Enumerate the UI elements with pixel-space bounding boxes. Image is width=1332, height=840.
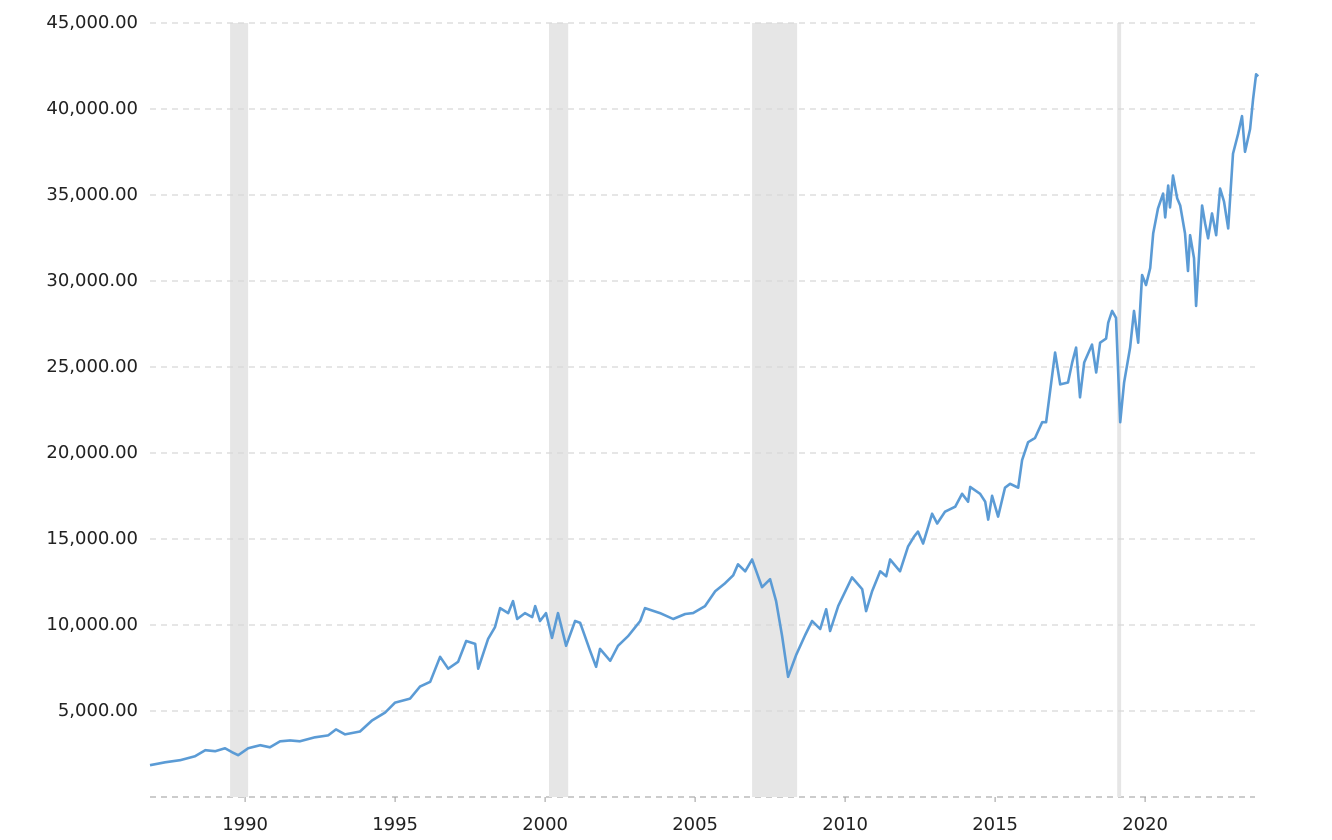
y-tick-label: 5,000.00 bbox=[58, 700, 138, 721]
x-tick-label: 2005 bbox=[672, 814, 718, 835]
y-tick-label: 25,000.00 bbox=[46, 356, 138, 377]
y-tick-label: 45,000.00 bbox=[46, 12, 138, 33]
x-tick-label: 1990 bbox=[222, 814, 268, 835]
shaded-region bbox=[230, 23, 249, 797]
x-tick-label: 2015 bbox=[972, 814, 1018, 835]
y-tick-label: 35,000.00 bbox=[46, 184, 138, 205]
y-tick-label: 10,000.00 bbox=[46, 614, 138, 635]
shaded-region bbox=[549, 23, 569, 797]
x-tick-label: 2000 bbox=[522, 814, 568, 835]
x-tick-label: 1995 bbox=[372, 814, 418, 835]
y-tick-label: 20,000.00 bbox=[46, 442, 138, 463]
y-tick-label: 15,000.00 bbox=[46, 528, 138, 549]
shaded-region bbox=[752, 23, 798, 797]
y-tick-label: 40,000.00 bbox=[46, 98, 138, 119]
x-tick-label: 2020 bbox=[1122, 814, 1168, 835]
line-series bbox=[149, 73, 1260, 767]
x-tick-label: 2010 bbox=[822, 814, 868, 835]
y-tick-label: 30,000.00 bbox=[46, 270, 138, 291]
